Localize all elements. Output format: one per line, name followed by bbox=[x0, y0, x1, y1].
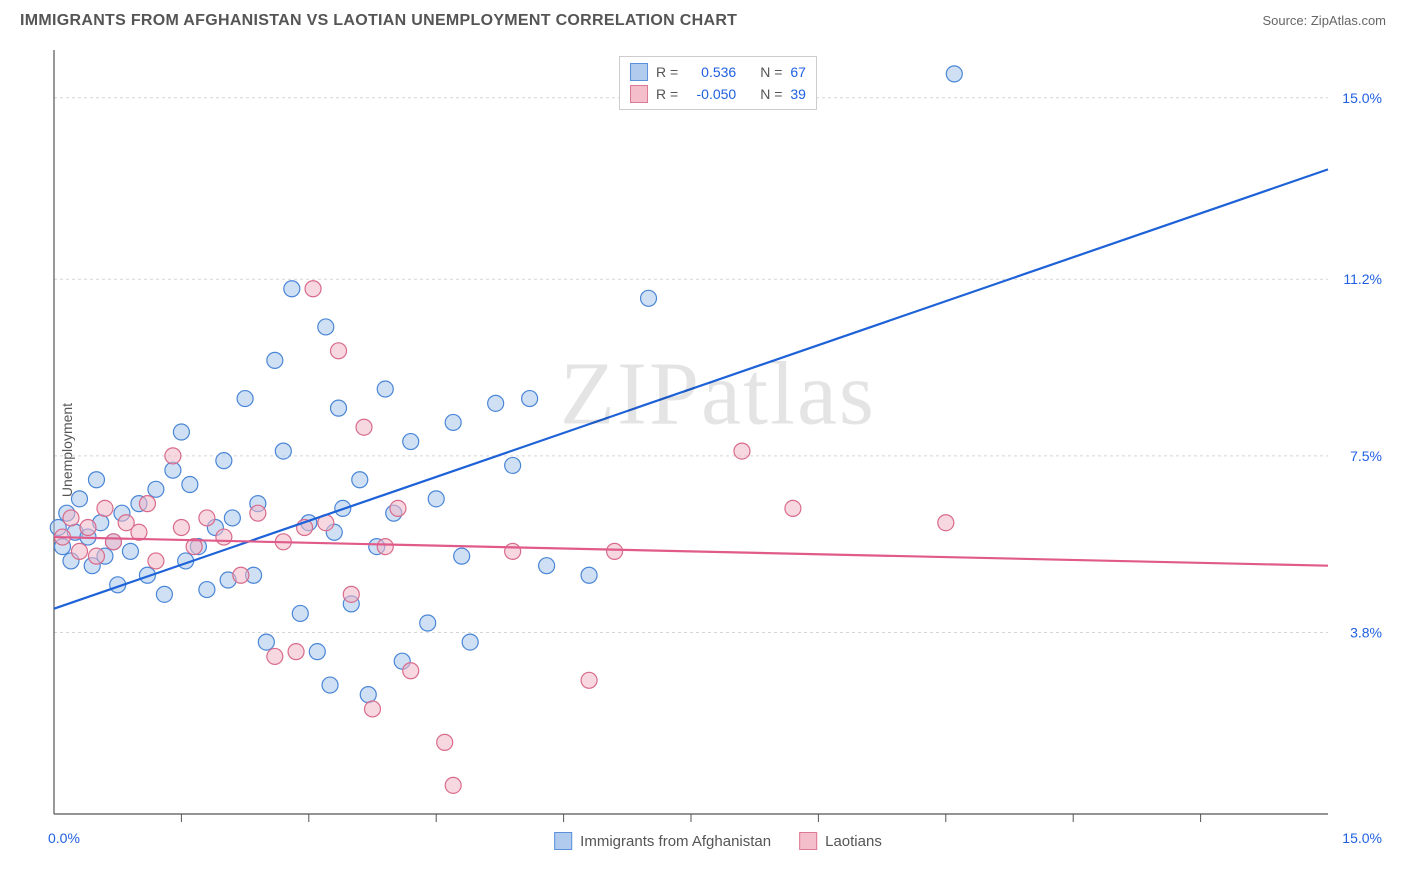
n-value-1: 39 bbox=[790, 86, 806, 102]
legend-label-1: Laotians bbox=[825, 833, 882, 850]
svg-text:15.0%: 15.0% bbox=[1342, 90, 1382, 106]
legend-item-0: Immigrants from Afghanistan bbox=[554, 832, 771, 850]
scatter-plot-svg: 3.8% 7.5% 11.2% 15.0% bbox=[48, 50, 1388, 850]
legend-item-1: Laotians bbox=[799, 832, 882, 850]
chart-source: Source: ZipAtlas.com bbox=[1262, 13, 1386, 28]
legend-swatch-0 bbox=[630, 63, 648, 81]
legend-series: Immigrants from Afghanistan Laotians bbox=[554, 832, 882, 850]
n-label: N = bbox=[760, 64, 782, 80]
r-label: R = bbox=[656, 86, 678, 102]
x-axis-min-label: 0.0% bbox=[48, 830, 80, 846]
legend-row-series-1: R = -0.050 N = 39 bbox=[630, 83, 806, 105]
r-label: R = bbox=[656, 64, 678, 80]
y-axis-label: Unemployment bbox=[59, 403, 75, 497]
r-value-0: 0.536 bbox=[686, 64, 736, 80]
n-value-0: 67 bbox=[790, 64, 806, 80]
chart-area: Unemployment 3.8%7.5%11.2%15.0% ZIPatlas… bbox=[48, 50, 1388, 850]
chart-title: IMMIGRANTS FROM AFGHANISTAN VS LAOTIAN U… bbox=[20, 12, 737, 30]
x-axis-max-label: 15.0% bbox=[1342, 830, 1382, 846]
n-label: N = bbox=[760, 86, 782, 102]
legend-row-series-0: R = 0.536 N = 67 bbox=[630, 61, 806, 83]
legend-swatch-bottom-0 bbox=[554, 832, 572, 850]
legend-correlation: R = 0.536 N = 67 R = -0.050 N = 39 bbox=[619, 56, 817, 110]
legend-swatch-bottom-1 bbox=[799, 832, 817, 850]
svg-text:7.5%: 7.5% bbox=[1350, 448, 1382, 464]
chart-header: IMMIGRANTS FROM AFGHANISTAN VS LAOTIAN U… bbox=[0, 0, 1406, 36]
legend-swatch-1 bbox=[630, 85, 648, 103]
legend-label-0: Immigrants from Afghanistan bbox=[580, 833, 771, 850]
r-value-1: -0.050 bbox=[686, 86, 736, 102]
svg-text:3.8%: 3.8% bbox=[1350, 625, 1382, 641]
svg-text:11.2%: 11.2% bbox=[1343, 271, 1382, 287]
